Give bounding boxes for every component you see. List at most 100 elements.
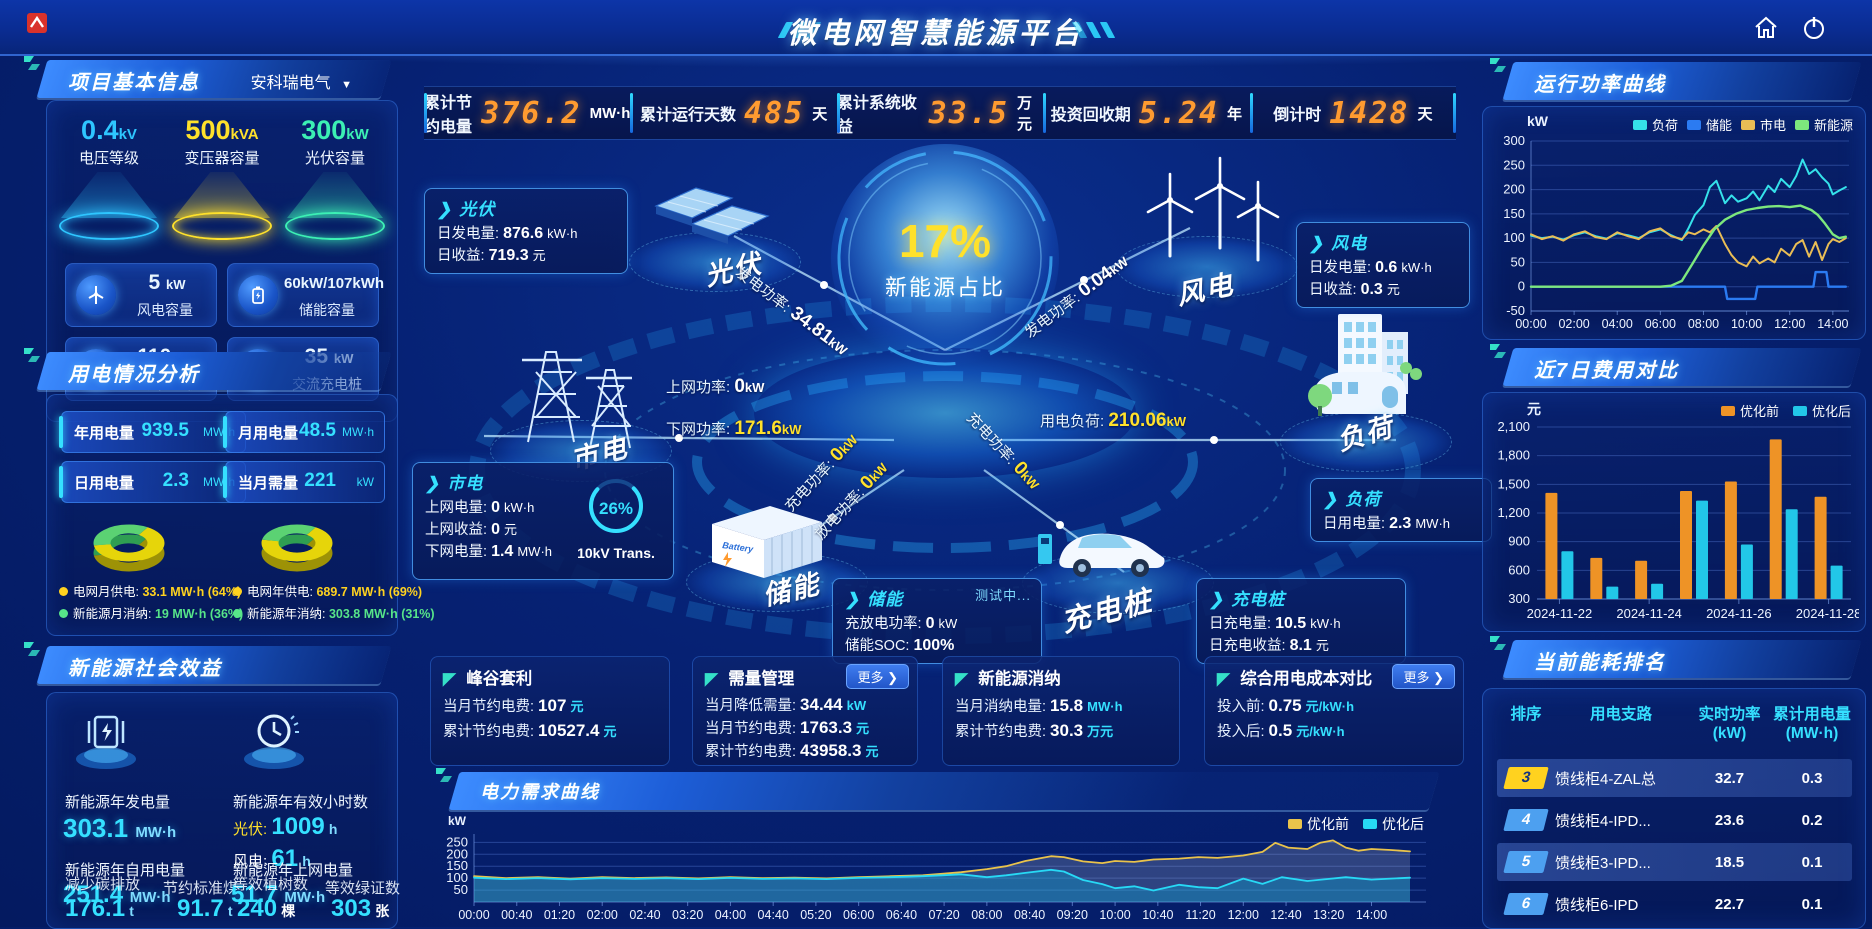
svg-text:00:40: 00:40 — [501, 908, 532, 922]
svg-text:50: 50 — [454, 882, 468, 897]
svg-text:06:40: 06:40 — [886, 908, 917, 922]
self-use-label: 新能源年自用电量 — [65, 862, 186, 879]
power-y-axis-label: kW — [1527, 113, 1548, 129]
cost-compare-panel: 元 优化前 优化后 2,100 1,800 1,500 1,200 900 600 300 2… — [1482, 392, 1866, 632]
svg-text:2024-11-26: 2024-11-26 — [1706, 606, 1772, 621]
corner-arrow-icon: ◤ — [443, 670, 456, 688]
svg-text:-50: -50 — [1506, 303, 1525, 318]
cost-more-button[interactable]: 更多 ❯ — [1392, 664, 1455, 689]
kpi-run-days: 累计运行天数 485 天 — [630, 87, 836, 139]
wind-turbines-illustration — [1146, 156, 1280, 262]
hours-label: 新能源年有效小时数 — [233, 794, 369, 811]
load-card: ❯ 负荷 日用电量: 2.3 MW·h — [1310, 478, 1492, 542]
ranking-header: 当前能耗排名 — [1490, 636, 1862, 678]
svg-text:12:40: 12:40 — [1270, 908, 1301, 922]
day-energy-stat: 日用电量 2.3 MW·h — [59, 461, 246, 503]
ranking-row: 3 馈线柜4-ZAL总 32.7 0.3 — [1497, 759, 1852, 797]
company-select[interactable]: 安科瑞电气 ▼ — [251, 69, 352, 93]
social-benefit-panel: 新能源年发电量 303.1 MW·h 新能源年有效小时数 光伏: 1009 h … — [46, 692, 400, 929]
svg-text:200: 200 — [446, 846, 468, 861]
svg-text:12:00: 12:00 — [1774, 317, 1805, 331]
demand-more-button[interactable]: 更多 ❯ — [846, 664, 909, 689]
kpi-saved-energy: 累计节约电量 376.2 MW·h — [424, 87, 630, 139]
svg-text:02:40: 02:40 — [629, 908, 660, 922]
ranking-row: 6 馈线柜6-IPD 22.7 0.1 — [1497, 885, 1852, 923]
legend-grid-month: 电网月供电: 33.1 MW·h (64%) — [59, 581, 241, 600]
energy-flow-diagram: 17% 新能源占比 光伏 风电 — [412, 140, 1492, 664]
solar-panels-illustration — [654, 187, 770, 244]
power-curve-panel: kW 负荷 储能 市电 新能源 300 250 200 150 100 50 0 -50 00:… — [1482, 106, 1866, 340]
svg-text:150: 150 — [446, 858, 468, 873]
rank-badge: 6 — [1503, 893, 1549, 915]
svg-text:06:00: 06:00 — [843, 908, 874, 922]
svg-text:2024-11-28: 2024-11-28 — [1796, 606, 1859, 621]
svg-text:01:20: 01:20 — [544, 908, 575, 922]
co2-label: 减少碳排放 — [65, 876, 141, 893]
rank-badge: 4 — [1503, 809, 1549, 831]
svg-text:2024-11-24: 2024-11-24 — [1616, 606, 1682, 621]
certs-value: 303 张 — [331, 895, 390, 922]
corner-arrow-icon: ◤ — [955, 670, 968, 688]
cost-compare-card: ◤ 综合用电成本对比 更多 ❯ 投入前: 0.75 元/kW·h 投入后: 0.5 … — [1204, 656, 1464, 766]
hours-pv: 光伏: 1009 h — [233, 813, 338, 840]
ranking-table-header: 排序 用电支路 实时功率 (kW) 累计用电量 (MW·h) — [1510, 706, 1851, 742]
svg-text:1,500: 1,500 — [1497, 476, 1530, 491]
svg-text:04:40: 04:40 — [758, 908, 789, 922]
feed-in-power-flow: 上网功率: 0kW — [666, 376, 765, 397]
svg-text:08:40: 08:40 — [1014, 908, 1045, 922]
storage-card: 测试中... ❯ 储能 充放电功率: 0 kW 储能SOC: 100% — [832, 578, 1042, 664]
svg-text:13:20: 13:20 — [1313, 908, 1344, 922]
power-analysis-panel: 年用电量 939.5 MW·h 月用电量 48.5 MW·h 日用电量 2.3 MW·h 当… — [46, 394, 435, 636]
month-demand-stat: 当月需量 221 kW — [223, 461, 385, 503]
wind-turbine-icon — [88, 286, 104, 304]
corner-arrow-icon — [24, 642, 40, 656]
battery-container-illustration: Battery — [712, 506, 822, 578]
svg-text:12:00: 12:00 — [1228, 908, 1259, 922]
gauge-ring — [589, 479, 643, 533]
social-benefit-header: 新能源社会效益 — [24, 642, 392, 684]
cost-compare-legend: 优化前 优化后 — [1720, 401, 1851, 420]
svg-text:10:00: 10:00 — [1731, 317, 1762, 331]
chevrons-icon: ❯ — [1209, 590, 1225, 609]
svg-text:900: 900 — [1508, 534, 1530, 549]
clock-icon — [244, 714, 304, 769]
svg-text:00:00: 00:00 — [458, 908, 489, 922]
svg-text:1,800: 1,800 — [1497, 448, 1530, 463]
svg-text:06:00: 06:00 — [1645, 317, 1676, 331]
svg-text:03:20: 03:20 — [672, 908, 703, 922]
power-button[interactable] — [1800, 14, 1828, 42]
legend-newenergy-month: 新能源月消纳: 19 MW·h (36%) — [59, 603, 243, 622]
svg-text:14:00: 14:00 — [1817, 317, 1848, 331]
charger-card: ❯ 充电桩 日充电量: 10.5 kW·h 日充电收益: 8.1 元 — [1196, 578, 1406, 664]
svg-text:05:20: 05:20 — [800, 908, 831, 922]
corner-arrow-icon — [24, 56, 40, 70]
power-curve-header: 运行功率曲线 — [1490, 58, 1862, 100]
demand-chart-header: 电力需求曲线 — [436, 768, 1440, 810]
wind-capacity-card: 5 kW 风电容量 — [65, 263, 217, 327]
svg-text:02:00: 02:00 — [587, 908, 618, 922]
kpi-revenue: 累计系统收益 33.5 万元 — [836, 87, 1043, 139]
corner-arrow-icon — [1490, 58, 1506, 72]
power-curve-legend: 负荷 储能 市电 新能源 — [1632, 115, 1853, 134]
co2-value: 176.1 t — [65, 895, 134, 922]
trees-value: 240 棵 — [237, 895, 296, 922]
chevron-down-icon: ▼ — [341, 79, 352, 91]
storage-status-tag: 测试中... — [975, 588, 1031, 603]
svg-text:100: 100 — [446, 870, 468, 885]
power-towers-illustration — [522, 351, 632, 449]
legend-newenergy-year: 新能源年消纳: 303.8 MW·h (31%) — [233, 603, 435, 622]
home-button[interactable] — [1752, 14, 1780, 42]
chevrons-icon: ❯ — [437, 200, 453, 219]
logo — [27, 13, 47, 33]
peak-valley-card: ◤ 峰谷套利 当月节约电费: 107 元 累计节约电费: 10527.4 元 — [430, 656, 670, 766]
grid-card: ❯ 市电 上网电量: 0 kW·h 上网收益: 0 元 下网电量: 1.4 MW·… — [412, 462, 674, 580]
corner-arrow-icon: ◤ — [705, 670, 718, 688]
draw-power-flow: 下网功率: 171.6kW — [666, 418, 802, 439]
svg-text:10:40: 10:40 — [1142, 908, 1173, 922]
chevrons-icon: ❯ — [1309, 234, 1325, 253]
svg-text:250: 250 — [446, 834, 468, 849]
legend-grid-year: 电网年供电: 689.7 MW·h (69%) — [233, 581, 422, 600]
svg-text:08:00: 08:00 — [1688, 317, 1719, 331]
self-use-value: 251.4 MW·h — [63, 881, 171, 908]
